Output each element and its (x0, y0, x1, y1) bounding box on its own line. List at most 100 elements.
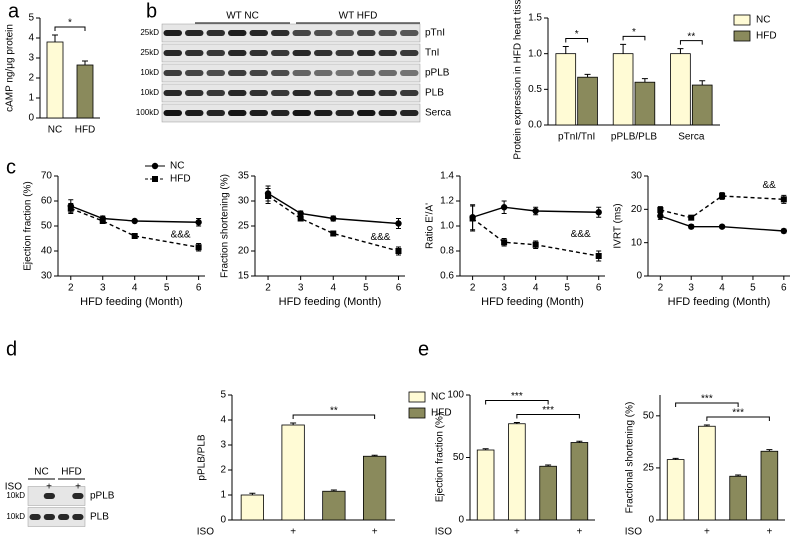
x-tick-label: 3 (298, 283, 304, 294)
blot-band (400, 70, 419, 76)
y-tick-label: 1.5 (528, 13, 542, 24)
blot-band (163, 90, 182, 96)
legend-swatch (408, 407, 426, 419)
blot-band (335, 70, 354, 76)
blot-band (378, 70, 397, 76)
significance-bracket (706, 416, 770, 421)
y-tick-label: 50 (643, 410, 655, 421)
blot-band (292, 90, 311, 96)
marker (595, 209, 602, 216)
y-tick-label: 5 (220, 390, 226, 401)
blot-band (400, 110, 419, 116)
y-tick-label: 5 (28, 13, 34, 24)
treatment-mark: + (75, 482, 81, 493)
y-tick-label: 70 (41, 171, 53, 182)
blot-band (292, 110, 311, 116)
bar (281, 424, 305, 521)
x-axis-label: ISO (435, 527, 452, 538)
blot-band (228, 110, 247, 116)
error-bar (330, 489, 337, 492)
marker (195, 244, 202, 251)
y-tick-label: 30 (238, 196, 250, 207)
blot-band (335, 90, 354, 96)
group-label: NC (34, 467, 48, 478)
blot-band (43, 493, 55, 499)
x-axis-label: HFD feeding (Month) (80, 296, 183, 308)
blot-band (206, 90, 225, 96)
blot-band (335, 110, 354, 116)
bar (666, 459, 685, 521)
y-tick-label: 0.0 (528, 120, 542, 131)
x-tick-label: + (290, 527, 296, 538)
significance-label: * (632, 27, 636, 38)
y-tick-label: 2 (220, 465, 226, 476)
blot-band (72, 493, 84, 499)
significance-label: *** (511, 391, 523, 402)
significance-label: *** (701, 394, 713, 405)
bar (362, 455, 387, 521)
y-tick-label: 1.4 (440, 171, 454, 182)
group-label: WT NC (226, 11, 259, 22)
y-axis-label: Ejection fraction (%) (435, 413, 446, 502)
marker (532, 241, 539, 248)
y-tick-label: 1.0 (440, 221, 454, 232)
blot-strip (27, 486, 86, 506)
marker (595, 253, 602, 259)
marker (688, 214, 695, 221)
significance-label: *** (542, 405, 554, 416)
marker (719, 193, 726, 199)
blot-band (271, 30, 290, 36)
legend-label: NC (756, 15, 770, 26)
y-tick-label: 1 (220, 490, 226, 501)
error-bar (545, 464, 552, 467)
blot-band (271, 90, 290, 96)
error-bar (290, 422, 297, 425)
blot-band (228, 70, 247, 76)
protein-label: pTnI (425, 28, 445, 39)
marker (657, 207, 664, 213)
y-axis-label: Protein expression in HFD heart tissues (513, 0, 524, 160)
error-bar (699, 80, 706, 86)
marker (532, 207, 539, 215)
x-tick-label: + (576, 527, 582, 538)
marker (67, 205, 74, 212)
blot-band (292, 30, 311, 36)
blot-band (43, 514, 55, 520)
error-bar (562, 46, 569, 54)
blot-band (400, 50, 419, 56)
x-tick-label: 6 (396, 283, 402, 294)
x-tick-label: + (766, 527, 772, 538)
error-bar (584, 73, 591, 78)
significance-bracket (565, 38, 589, 43)
x-tick-label: 4 (719, 283, 725, 294)
bar (476, 449, 495, 521)
y-tick-label: 40 (41, 246, 53, 257)
panel-label: d (6, 338, 17, 360)
legend-label: NC (431, 392, 445, 403)
bar (322, 490, 346, 521)
bar (46, 41, 64, 119)
blot-strip (161, 23, 421, 43)
x-tick-label: 4 (132, 283, 138, 294)
blot-band (185, 110, 204, 116)
blot-band (185, 50, 204, 56)
x-tick-label: + (514, 527, 520, 538)
error-bar (677, 48, 684, 54)
y-tick-label: 1.0 (528, 48, 542, 59)
y-axis-label: Ejection fraction (%) (23, 181, 34, 270)
x-tick-label: NC (48, 125, 62, 136)
blot-band (206, 30, 225, 36)
error-bar (371, 454, 378, 457)
marker (152, 176, 158, 182)
x-tick-label: 5 (363, 283, 369, 294)
error-bar (82, 60, 88, 65)
blot-band (357, 110, 376, 116)
y-axis-label: IVRT (ms) (613, 203, 624, 248)
protein-label: PLB (90, 512, 109, 523)
y-tick-label: 0.8 (440, 246, 454, 257)
error-bar (703, 424, 710, 427)
blot-band (292, 70, 311, 76)
x-axis-label: HFD feeding (Month) (668, 296, 771, 308)
blot-band (249, 30, 268, 36)
